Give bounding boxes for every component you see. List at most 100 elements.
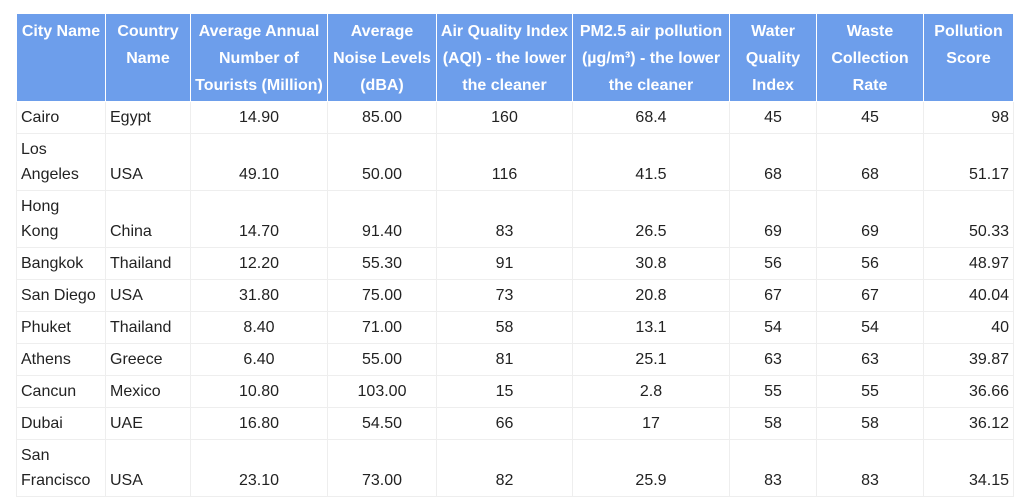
cell-noise[interactable]: 73.00 — [327, 439, 437, 497]
cell-aqi[interactable]: 83 — [436, 190, 573, 248]
cell-aqi[interactable]: 58 — [436, 311, 573, 344]
cell-country-name[interactable]: Mexico — [105, 375, 191, 408]
cell-country-name[interactable]: China — [105, 190, 191, 248]
cell-tourists[interactable]: 14.90 — [190, 101, 328, 134]
cell-waste-collection[interactable]: 56 — [816, 247, 924, 280]
cell-pollution-score[interactable]: 50.33 — [923, 190, 1014, 248]
cell-waste-collection[interactable]: 83 — [816, 439, 924, 497]
cell-water-quality[interactable]: 67 — [729, 279, 817, 312]
cell-water-quality[interactable]: 56 — [729, 247, 817, 280]
cell-pm25[interactable]: 17 — [572, 407, 730, 440]
cell-country-name[interactable]: Egypt — [105, 101, 191, 134]
cell-pm25[interactable]: 41.5 — [572, 133, 730, 191]
cell-pm25[interactable]: 13.1 — [572, 311, 730, 344]
cell-waste-collection[interactable]: 67 — [816, 279, 924, 312]
cell-pollution-score[interactable]: 98 — [923, 101, 1014, 134]
cell-city-name[interactable]: Athens — [16, 343, 106, 376]
cell-aqi[interactable]: 15 — [436, 375, 573, 408]
cell-aqi[interactable]: 66 — [436, 407, 573, 440]
column-header-pollution-score[interactable]: Pollution Score — [923, 13, 1014, 102]
cell-aqi[interactable]: 116 — [436, 133, 573, 191]
cell-city-name[interactable]: Phuket — [16, 311, 106, 344]
cell-waste-collection[interactable]: 45 — [816, 101, 924, 134]
cell-water-quality[interactable]: 83 — [729, 439, 817, 497]
cell-city-name[interactable]: Cancun — [16, 375, 106, 408]
cell-noise[interactable]: 50.00 — [327, 133, 437, 191]
cell-water-quality[interactable]: 54 — [729, 311, 817, 344]
cell-country-name[interactable]: USA — [105, 133, 191, 191]
cell-water-quality[interactable]: 58 — [729, 407, 817, 440]
cell-city-name[interactable]: San Diego — [16, 279, 106, 312]
cell-pm25[interactable]: 2.8 — [572, 375, 730, 408]
cell-pollution-score[interactable]: 48.97 — [923, 247, 1014, 280]
cell-pollution-score[interactable]: 39.87 — [923, 343, 1014, 376]
cell-tourists[interactable]: 6.40 — [190, 343, 328, 376]
cell-noise[interactable]: 103.00 — [327, 375, 437, 408]
cell-aqi[interactable]: 82 — [436, 439, 573, 497]
cell-city-name[interactable]: Bangkok — [16, 247, 106, 280]
cell-city-name[interactable]: Hong Kong — [16, 190, 106, 248]
cell-pm25[interactable]: 26.5 — [572, 190, 730, 248]
cell-tourists[interactable]: 23.10 — [190, 439, 328, 497]
cell-pm25[interactable]: 30.8 — [572, 247, 730, 280]
cell-pm25[interactable]: 68.4 — [572, 101, 730, 134]
cell-pm25[interactable]: 25.1 — [572, 343, 730, 376]
cell-noise[interactable]: 54.50 — [327, 407, 437, 440]
cell-pm25[interactable]: 25.9 — [572, 439, 730, 497]
cell-country-name[interactable]: USA — [105, 279, 191, 312]
cell-pollution-score[interactable]: 34.15 — [923, 439, 1014, 497]
cell-tourists[interactable]: 14.70 — [190, 190, 328, 248]
cell-waste-collection[interactable]: 68 — [816, 133, 924, 191]
cell-tourists[interactable]: 12.20 — [190, 247, 328, 280]
cell-pollution-score[interactable]: 40.04 — [923, 279, 1014, 312]
cell-pm25[interactable]: 20.8 — [572, 279, 730, 312]
cell-waste-collection[interactable]: 55 — [816, 375, 924, 408]
column-header-tourists[interactable]: Average Annual Number of Tourists (Milli… — [190, 13, 328, 102]
cell-water-quality[interactable]: 69 — [729, 190, 817, 248]
cell-city-name[interactable]: Dubai — [16, 407, 106, 440]
cell-tourists[interactable]: 8.40 — [190, 311, 328, 344]
cell-pollution-score[interactable]: 51.17 — [923, 133, 1014, 191]
cell-aqi[interactable]: 160 — [436, 101, 573, 134]
cell-noise[interactable]: 55.00 — [327, 343, 437, 376]
cell-country-name[interactable]: Greece — [105, 343, 191, 376]
cell-water-quality[interactable]: 45 — [729, 101, 817, 134]
cell-noise[interactable]: 55.30 — [327, 247, 437, 280]
cell-country-name[interactable]: Thailand — [105, 311, 191, 344]
cell-noise[interactable]: 91.40 — [327, 190, 437, 248]
cell-aqi[interactable]: 91 — [436, 247, 573, 280]
cell-noise[interactable]: 71.00 — [327, 311, 437, 344]
cell-waste-collection[interactable]: 58 — [816, 407, 924, 440]
column-header-pm25[interactable]: PM2.5 air pollution (µg/m³) - the lower … — [572, 13, 730, 102]
cell-tourists[interactable]: 31.80 — [190, 279, 328, 312]
table-row: Phuket Thailand 8.40 71.00 58 13.1 54 54 40 — [16, 311, 1014, 344]
cell-aqi[interactable]: 73 — [436, 279, 573, 312]
cell-pollution-score[interactable]: 36.66 — [923, 375, 1014, 408]
cell-country-name[interactable]: UAE — [105, 407, 191, 440]
cell-water-quality[interactable]: 55 — [729, 375, 817, 408]
cell-waste-collection[interactable]: 69 — [816, 190, 924, 248]
cell-city-name[interactable]: San Francisco — [16, 439, 106, 497]
cell-tourists[interactable]: 16.80 — [190, 407, 328, 440]
cell-city-name[interactable]: Los Angeles — [16, 133, 106, 191]
cell-country-name[interactable]: USA — [105, 439, 191, 497]
column-header-country-name[interactable]: Country Name — [105, 13, 191, 102]
cell-pollution-score[interactable]: 40 — [923, 311, 1014, 344]
cell-noise[interactable]: 75.00 — [327, 279, 437, 312]
cell-tourists[interactable]: 49.10 — [190, 133, 328, 191]
cell-country-name[interactable]: Thailand — [105, 247, 191, 280]
cell-pollution-score[interactable]: 36.12 — [923, 407, 1014, 440]
cell-waste-collection[interactable]: 54 — [816, 311, 924, 344]
cell-waste-collection[interactable]: 63 — [816, 343, 924, 376]
cell-noise[interactable]: 85.00 — [327, 101, 437, 134]
cell-tourists[interactable]: 10.80 — [190, 375, 328, 408]
cell-water-quality[interactable]: 63 — [729, 343, 817, 376]
cell-aqi[interactable]: 81 — [436, 343, 573, 376]
cell-city-name[interactable]: Cairo — [16, 101, 106, 134]
column-header-city-name[interactable]: City Name — [16, 13, 106, 102]
column-header-noise[interactable]: Average Noise Levels (dBA) — [327, 13, 437, 102]
column-header-water-quality[interactable]: Water Quality Index — [729, 13, 817, 102]
column-header-waste-collection[interactable]: Waste Collection Rate — [816, 13, 924, 102]
column-header-aqi[interactable]: Air Quality Index (AQI) - the lower the … — [436, 13, 573, 102]
cell-water-quality[interactable]: 68 — [729, 133, 817, 191]
